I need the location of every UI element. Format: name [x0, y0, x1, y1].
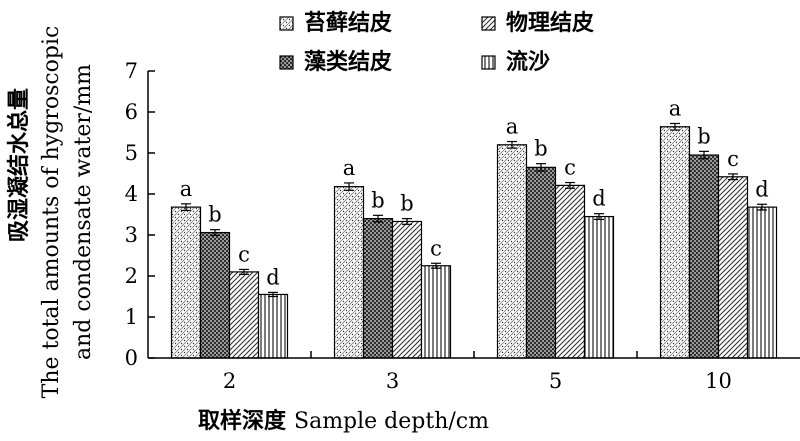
y-axis-title-cn: 吸湿凝结水总量 [6, 88, 32, 242]
x-tick-label: 5 [549, 369, 562, 393]
significance-label: d [266, 265, 279, 289]
y-tick-label: 3 [125, 223, 138, 247]
y-axis: 0 1 2 3 4 5 6 7 [125, 59, 155, 370]
significance-label: c [238, 242, 250, 266]
bar [688, 154, 720, 359]
bar [228, 271, 260, 359]
significance-label: d [755, 177, 768, 201]
legend-label: 苔藓结皮 [304, 10, 392, 36]
significance-label: a [506, 115, 519, 139]
legend-swatch [481, 16, 496, 31]
y-tick-label: 4 [125, 182, 138, 206]
bar [496, 144, 528, 359]
bar [659, 126, 691, 359]
significance-label: c [564, 156, 576, 180]
legend-label: 藻类结皮 [304, 49, 392, 75]
significance-label: c [430, 236, 442, 260]
x-tick-label: 3 [386, 369, 399, 393]
significance-label: b [208, 203, 221, 227]
x-axis: 2 3 5 10 [148, 351, 800, 393]
y-tick-label: 7 [125, 59, 138, 83]
y-tick-label: 2 [125, 264, 138, 288]
x-tick-label: 2 [223, 369, 236, 393]
legend-swatch [279, 16, 294, 31]
legend-swatch [481, 55, 496, 70]
bar [362, 218, 394, 359]
significance-label: a [669, 96, 682, 120]
x-tick-label: 10 [705, 369, 732, 393]
significance-label: c [727, 147, 739, 171]
bar [257, 293, 289, 359]
bar [199, 231, 231, 359]
legend-label: 物理结皮 [506, 10, 594, 36]
bar [554, 184, 586, 359]
bar [391, 220, 423, 359]
legend-swatch [279, 55, 294, 70]
bar [333, 186, 365, 359]
legend-label: 流沙 [506, 49, 550, 75]
y-tick-label: 5 [125, 141, 138, 165]
bar [746, 206, 778, 359]
y-tick-label: 1 [125, 305, 138, 329]
y-tick-label: 0 [125, 346, 138, 370]
bar [525, 166, 557, 359]
bar [420, 265, 452, 359]
y-axis-title-en-line2: and condensate water/mm [71, 64, 96, 360]
significance-label: a [180, 177, 193, 201]
x-axis-title-en: Sample depth/cm [294, 409, 489, 434]
y-tick-label: 6 [125, 100, 138, 124]
significance-label: b [534, 137, 547, 161]
bar [170, 206, 202, 359]
significance-label: d [592, 187, 605, 211]
significance-label: b [371, 188, 384, 212]
bar [583, 215, 615, 359]
y-axis-title-en-line1: The total amounts of hygroscopic [39, 26, 64, 399]
significance-label: b [697, 124, 710, 148]
bar [717, 176, 749, 359]
significance-label: b [400, 192, 413, 216]
significance-label: a [343, 156, 356, 180]
x-axis-title-cn: 取样深度 [198, 408, 287, 434]
